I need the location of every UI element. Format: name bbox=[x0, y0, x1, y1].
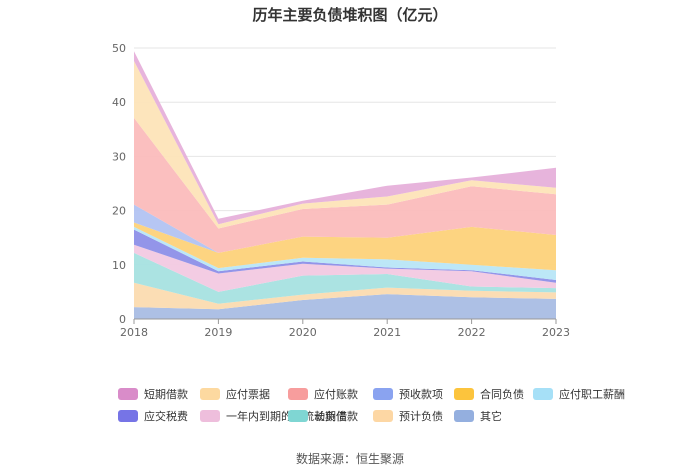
area-series-4 bbox=[134, 229, 556, 283]
legend-label: 合同负债 bbox=[480, 388, 524, 401]
area-series-2 bbox=[134, 252, 556, 304]
legend-swatch bbox=[118, 388, 138, 400]
legend-swatch bbox=[118, 410, 138, 422]
area-series-9 bbox=[134, 61, 556, 229]
x-tick-label: 2019 bbox=[204, 326, 232, 339]
legend-label: 预收款项 bbox=[399, 388, 443, 401]
legend-swatch bbox=[454, 410, 474, 422]
chart-title: 历年主要负债堆积图（亿元） bbox=[252, 6, 448, 24]
x-tick-label: 2020 bbox=[289, 326, 317, 339]
y-tick-label: 30 bbox=[112, 150, 126, 163]
y-tick-label: 50 bbox=[112, 42, 126, 55]
legend-swatch bbox=[454, 388, 474, 400]
legend-item[interactable]: 预计负债 bbox=[373, 408, 443, 424]
legend-label: 其它 bbox=[480, 410, 502, 423]
x-tick-label: 2023 bbox=[542, 326, 570, 339]
legend-item[interactable]: 预收款项 bbox=[373, 386, 443, 402]
legend-item[interactable]: 应付职工薪酬 bbox=[533, 386, 625, 402]
legend-item[interactable]: 应交税费 bbox=[118, 408, 188, 424]
legend-label: 长期借款 bbox=[314, 410, 358, 423]
area-series-5 bbox=[134, 226, 556, 280]
y-tick-label: 20 bbox=[112, 205, 126, 218]
y-tick-label: 0 bbox=[119, 313, 126, 326]
legend-item[interactable]: 短期借款 bbox=[118, 386, 188, 402]
legend-label: 一年内到期的非流动负债 bbox=[226, 410, 347, 423]
legend-swatch bbox=[288, 410, 308, 422]
legend-item[interactable]: 一年内到期的非流动负债 bbox=[200, 408, 347, 424]
data-source: 数据来源：恒生聚源 bbox=[295, 452, 404, 466]
legend-item[interactable]: 其它 bbox=[454, 408, 502, 424]
x-tick-label: 2018 bbox=[120, 326, 148, 339]
legend-item[interactable]: 长期借款 bbox=[288, 408, 358, 424]
area-series-3 bbox=[134, 244, 556, 292]
legend-label: 预计负债 bbox=[399, 410, 443, 423]
area-series-0 bbox=[134, 294, 556, 319]
area-series-6 bbox=[134, 222, 556, 271]
legend-label: 应付职工薪酬 bbox=[559, 388, 625, 401]
area-series-1 bbox=[134, 282, 556, 310]
legend-swatch bbox=[533, 388, 553, 400]
area-series-8 bbox=[134, 117, 556, 253]
legend-item[interactable]: 合同负债 bbox=[454, 386, 524, 402]
chart-plot: 0 10 20 30 40 50 2018 2019 2020 2021 2022 2023 bbox=[112, 42, 570, 339]
legend-item[interactable]: 应付票据 bbox=[200, 386, 270, 402]
legend-swatch bbox=[288, 388, 308, 400]
legend-swatch bbox=[200, 410, 220, 422]
legend-swatch bbox=[373, 410, 393, 422]
x-tick-label: 2021 bbox=[373, 326, 401, 339]
area-series-10 bbox=[134, 51, 556, 225]
x-tick-label: 2022 bbox=[458, 326, 486, 339]
legend-label: 应付账款 bbox=[314, 388, 358, 401]
legend-label: 应交税费 bbox=[144, 410, 188, 423]
legend-item[interactable]: 应付账款 bbox=[288, 386, 358, 402]
y-tick-label: 40 bbox=[112, 96, 126, 109]
legend-label: 短期借款 bbox=[144, 388, 188, 401]
legend-swatch bbox=[373, 388, 393, 400]
y-tick-label: 10 bbox=[112, 259, 126, 272]
legend-label: 应付票据 bbox=[226, 388, 270, 401]
legend-swatch bbox=[200, 388, 220, 400]
